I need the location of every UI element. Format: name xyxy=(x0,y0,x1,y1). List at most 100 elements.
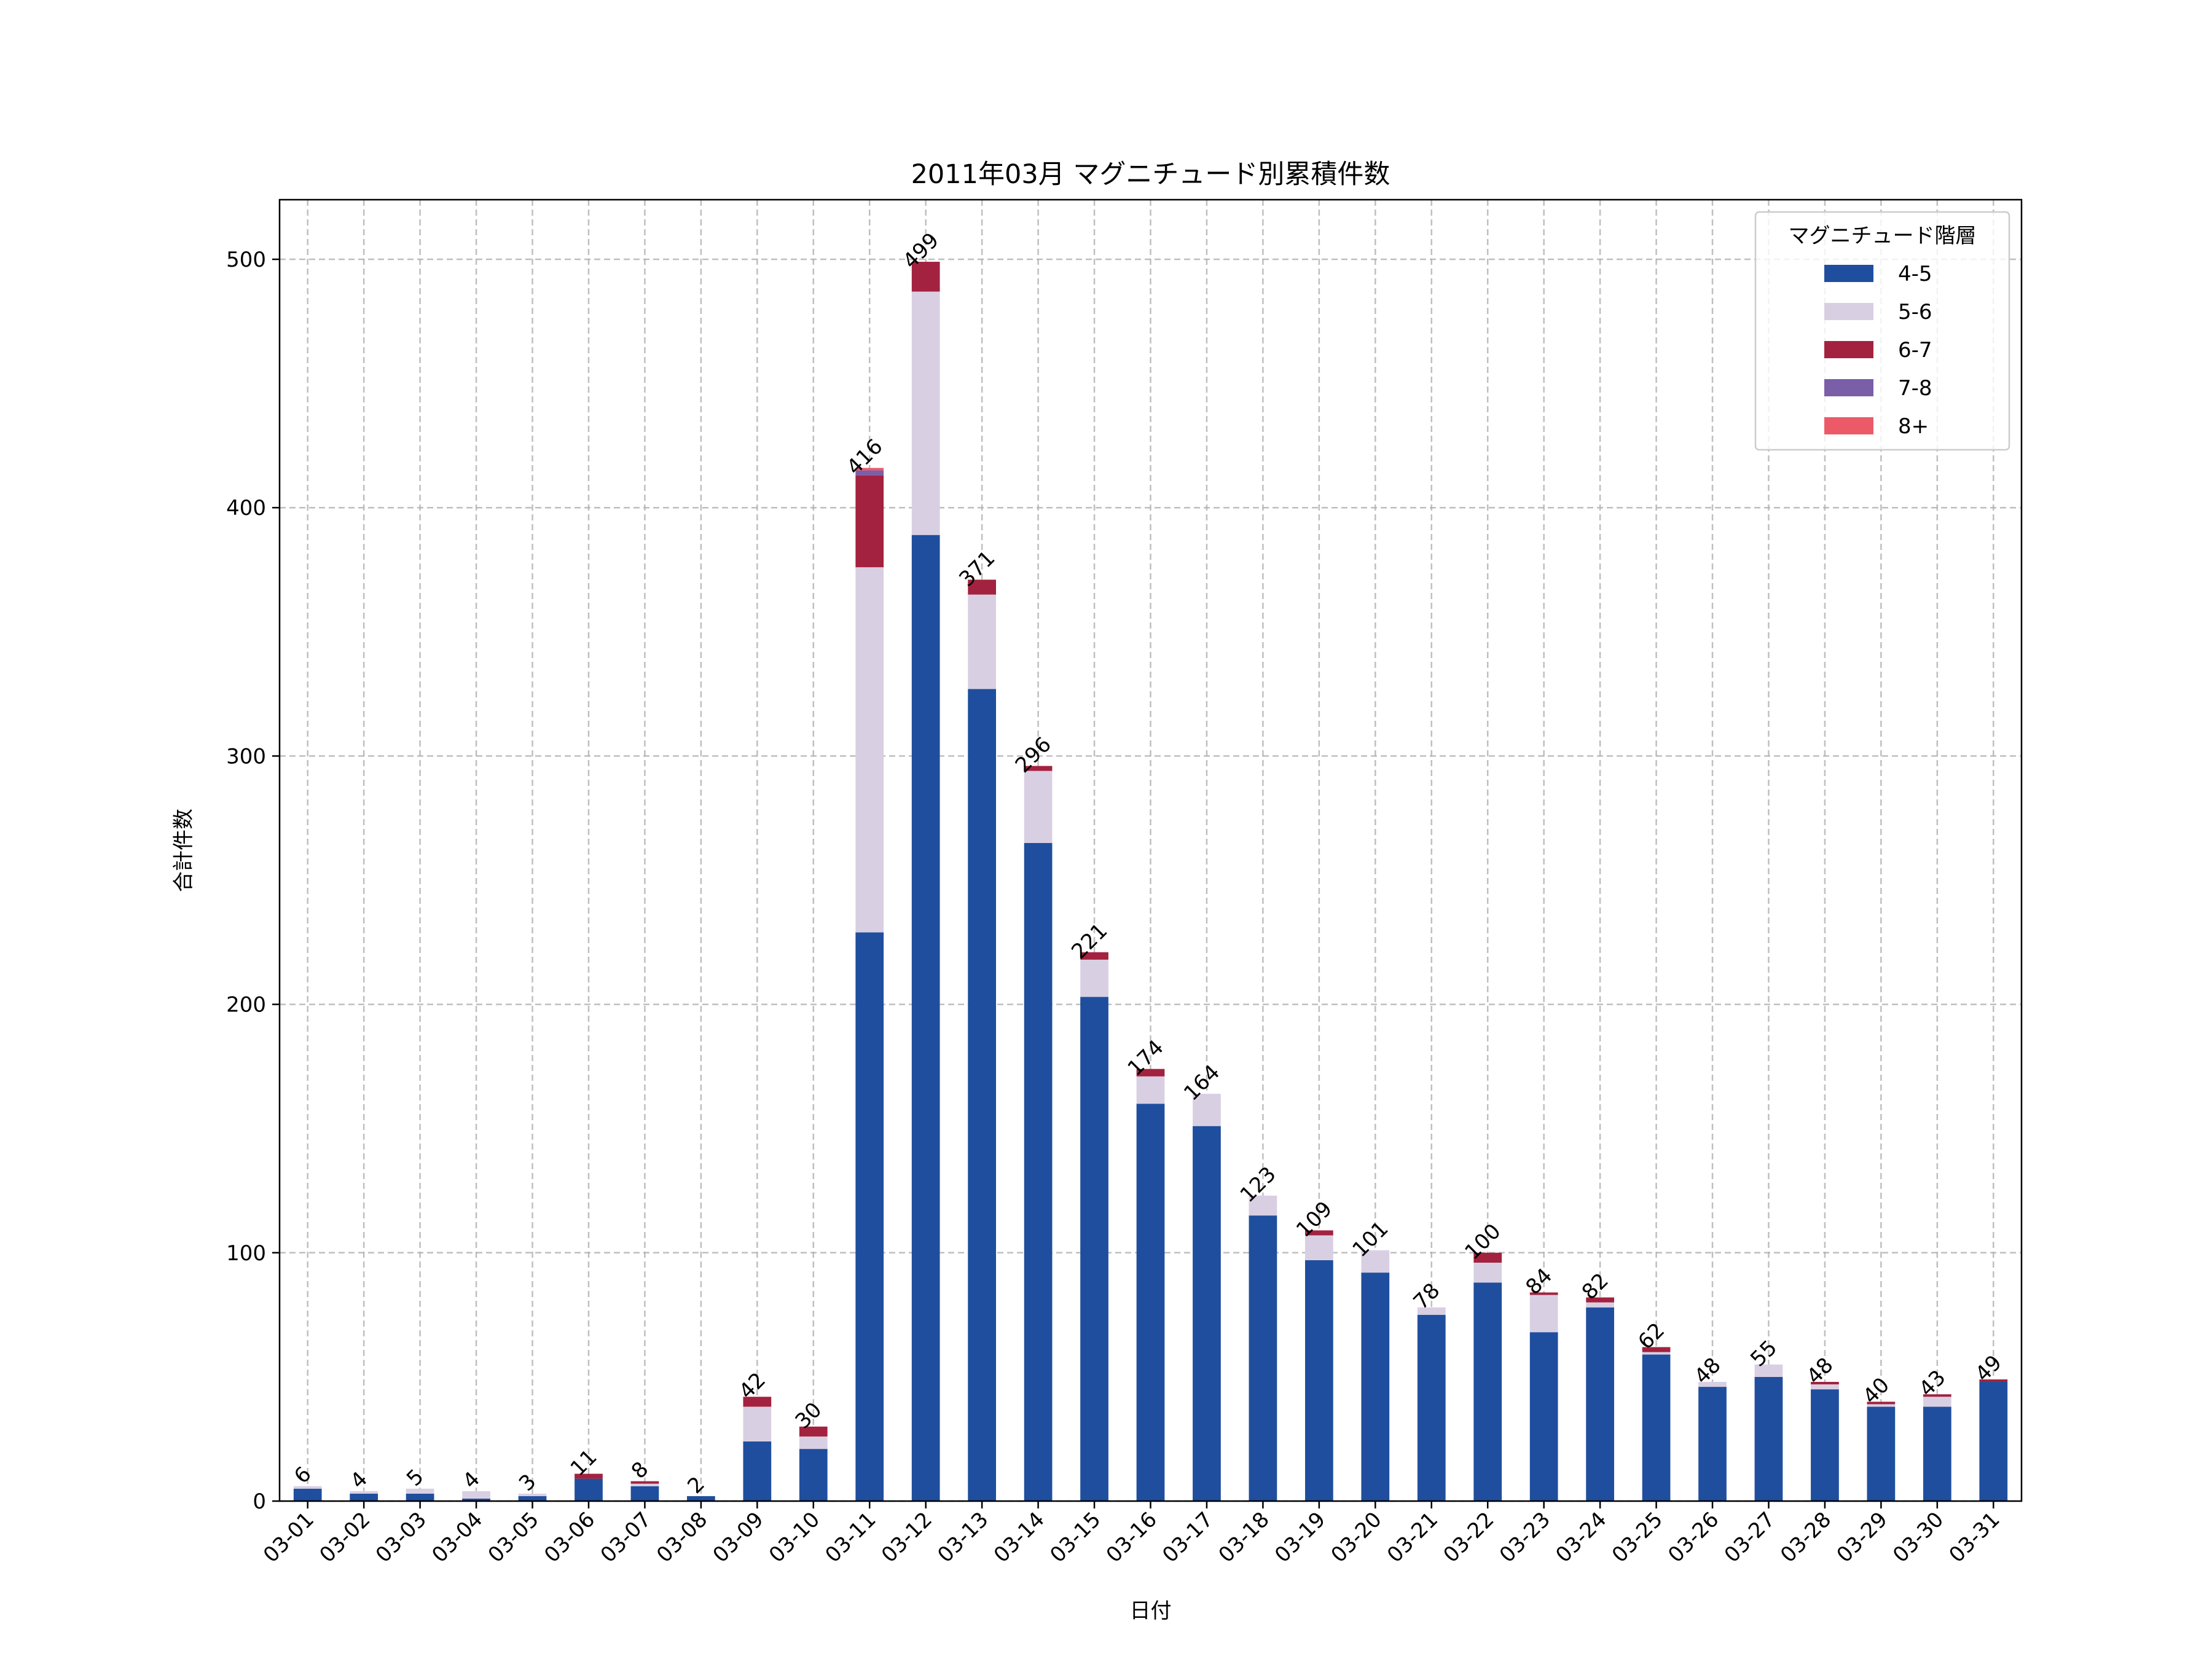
legend-items: 4-5 5-6 6-7 7-8 8+ xyxy=(1824,262,1932,439)
legend-label-5-6: 5-6 xyxy=(1898,300,1932,324)
legend-label-7-8: 7-8 xyxy=(1898,376,1932,401)
legend-swatch-7-8 xyxy=(1824,379,1873,396)
bar-segment-6-7 xyxy=(1136,1069,1165,1077)
bar-segment-5-6 xyxy=(1754,1364,1783,1377)
bar-segment-4-5 xyxy=(1923,1406,1951,1501)
bar-segment-5-6 xyxy=(462,1491,490,1499)
bar-segment-5-6 xyxy=(350,1491,378,1494)
bar-segment-4-5 xyxy=(1136,1104,1165,1501)
bar-segment-6-7 xyxy=(1586,1297,1614,1303)
bar-segment-6-7 xyxy=(1473,1252,1502,1263)
bar-segment-6-7 xyxy=(799,1426,828,1437)
y-tick-label: 100 xyxy=(226,1241,266,1266)
bar-segment-4-5 xyxy=(1080,997,1108,1501)
bar-segment-5-6 xyxy=(1080,959,1108,997)
bar-segment-4-5 xyxy=(1417,1314,1446,1501)
bar-segment-6-7 xyxy=(1867,1402,1896,1405)
legend-swatch-5-6 xyxy=(1824,303,1873,320)
bar-segment-4-5 xyxy=(293,1488,322,1501)
bar-segment-5-6 xyxy=(1024,771,1053,843)
bar-segment-6-7 xyxy=(1923,1394,1951,1397)
bar-segment-5-6 xyxy=(293,1486,322,1489)
bar-segment-5-6 xyxy=(1642,1352,1671,1355)
bar-segment-4-5 xyxy=(1867,1406,1896,1501)
bar-segment-5-6 xyxy=(1811,1384,1839,1390)
bar-segment-4-5 xyxy=(1473,1282,1502,1501)
bar-segment-4-5 xyxy=(911,535,940,1501)
bar-segment-5-6 xyxy=(1473,1262,1502,1283)
bar-segment-4-5 xyxy=(1249,1215,1277,1501)
bar-segment-5-6 xyxy=(1529,1295,1558,1333)
bar-segment-5-6 xyxy=(911,291,940,535)
legend: マグニチュード階層 4-5 5-6 6-7 7-8 8+ xyxy=(1754,211,2010,451)
bar-segment-5-6 xyxy=(1698,1381,1727,1387)
bar-segment-4-5 xyxy=(1361,1273,1390,1501)
bar-segment-5-6 xyxy=(518,1493,547,1496)
bar-segment-4-5 xyxy=(1304,1260,1333,1501)
bar-segment-5-6 xyxy=(1193,1094,1221,1126)
y-tick-label: 300 xyxy=(226,744,266,769)
bar-segment-4-5 xyxy=(462,1498,490,1501)
bar-segment-5-6 xyxy=(1304,1235,1333,1260)
y-tick-label: 0 xyxy=(253,1489,266,1514)
bar-segment-4-5 xyxy=(406,1493,434,1501)
bar-segment-4-5 xyxy=(1024,842,1053,1501)
bar-segment-4-5 xyxy=(1642,1354,1671,1501)
bar-segment-5-6 xyxy=(968,594,997,689)
bar-segment-5-6 xyxy=(1361,1250,1390,1273)
y-tick-label: 400 xyxy=(226,496,266,520)
bar-segment-6-7 xyxy=(743,1397,772,1407)
bar-segment-5-6 xyxy=(1136,1076,1165,1104)
bar-segment-5-6 xyxy=(1586,1302,1614,1308)
legend-title: マグニチュード階層 xyxy=(1789,224,1977,248)
bar-segment-4-5 xyxy=(855,932,884,1501)
bar-segment-5-6 xyxy=(1923,1397,1951,1407)
y-axis-ticks: 0 100 200 300 400 500 xyxy=(226,248,280,1514)
bar-segment-5-6 xyxy=(1417,1307,1446,1315)
legend-swatch-8+ xyxy=(1824,417,1873,434)
bar-segment-6-7 xyxy=(1080,952,1108,960)
bar-segment-4-5 xyxy=(1529,1332,1558,1501)
bar-segment-7-8 xyxy=(855,470,884,476)
bar-segment-5-6 xyxy=(855,567,884,933)
bar-segment-5-6 xyxy=(630,1483,659,1486)
legend-swatch-4-5 xyxy=(1824,265,1873,282)
bar-segment-6-7 xyxy=(1642,1347,1671,1352)
bar-segment-6-7 xyxy=(1024,766,1053,771)
bar-segment-8+ xyxy=(855,468,884,471)
bar-segment-4-5 xyxy=(687,1496,715,1501)
bar-segment-6-7 xyxy=(575,1473,603,1479)
bar-segment-4-5 xyxy=(575,1478,603,1501)
bar-segment-4-5 xyxy=(743,1441,772,1501)
bar-segment-4-5 xyxy=(1193,1126,1221,1501)
bar-segment-4-5 xyxy=(630,1486,659,1501)
bar-segment-4-5 xyxy=(799,1449,828,1501)
y-tick-label: 500 xyxy=(226,248,266,272)
bar-segment-4-5 xyxy=(518,1496,547,1501)
legend-label-8+: 8+ xyxy=(1898,414,1929,439)
bar-segment-6-7 xyxy=(968,579,997,595)
legend-label-6-7: 6-7 xyxy=(1898,338,1932,363)
bar-segment-6-7 xyxy=(1304,1230,1333,1236)
bar-segment-6-7 xyxy=(911,262,940,292)
x-axis-label: 日付 xyxy=(1130,1599,1172,1623)
bar-segment-4-5 xyxy=(350,1493,378,1501)
legend-box xyxy=(1754,211,2010,451)
bar-segment-5-6 xyxy=(799,1436,828,1449)
bar-segment-6-7 xyxy=(1529,1292,1558,1295)
bar-segment-6-7 xyxy=(855,475,884,568)
bars-group xyxy=(293,262,2008,1501)
bar-segment-4-5 xyxy=(1698,1387,1727,1501)
bar-segment-6-7 xyxy=(630,1481,659,1484)
bar-segment-4-5 xyxy=(1979,1381,2008,1501)
bar-segment-4-5 xyxy=(968,689,997,1501)
chart-title: 2011年03月 マグニチュード別累積件数 xyxy=(911,159,1390,190)
bar-segment-5-6 xyxy=(1249,1195,1277,1216)
bar-segment-4-5 xyxy=(1754,1376,1783,1501)
legend-label-4-5: 4-5 xyxy=(1898,262,1932,286)
bar-segment-5-6 xyxy=(743,1406,772,1441)
y-axis-label: 合計件数 xyxy=(171,809,196,892)
bar-segment-4-5 xyxy=(1586,1307,1614,1501)
bar-segment-6-7 xyxy=(1979,1379,2008,1382)
